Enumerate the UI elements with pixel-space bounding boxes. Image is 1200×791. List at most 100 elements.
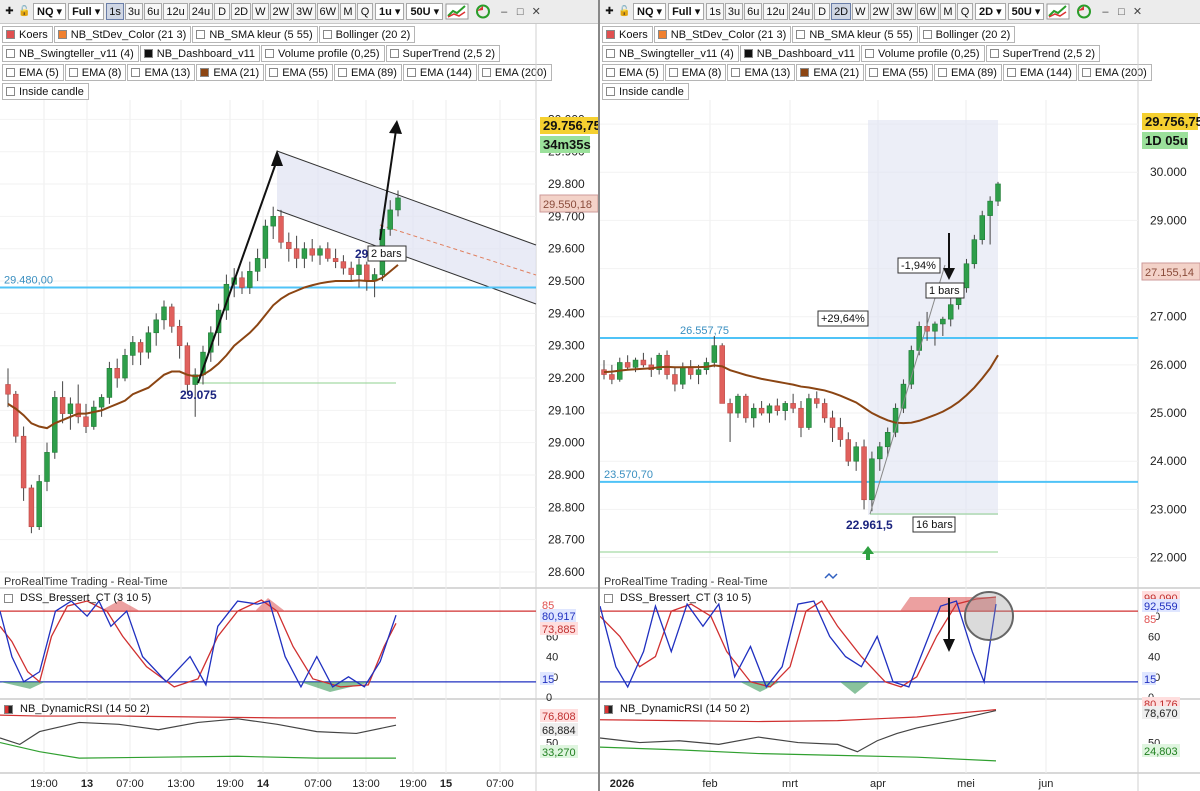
symbol-select[interactable]: NQ ▾ xyxy=(33,3,67,20)
timeframe-button-2w[interactable]: 2W xyxy=(869,3,893,20)
indicator-checkbox[interactable] xyxy=(606,87,615,96)
indicator-checkbox[interactable] xyxy=(57,30,67,39)
indicator-checkbox[interactable] xyxy=(938,68,948,77)
indicator-chip[interactable]: NB_Dashboard_v11 xyxy=(739,45,860,62)
dss-checkbox[interactable] xyxy=(604,593,613,603)
dss-checkbox[interactable] xyxy=(4,593,13,603)
indicator-checkbox[interactable] xyxy=(657,30,667,39)
indicator-chip[interactable]: EMA (5) xyxy=(2,64,64,81)
chart-style-icon[interactable] xyxy=(1046,3,1070,20)
indicator-checkbox[interactable] xyxy=(922,30,932,39)
maximize-icon[interactable]: □ xyxy=(516,5,524,18)
indicator-chip[interactable]: EMA (21) xyxy=(796,64,865,81)
indicator-checkbox[interactable] xyxy=(269,68,279,77)
timeframe-button-q[interactable]: Q xyxy=(957,3,974,20)
indicator-checkbox[interactable] xyxy=(989,49,999,58)
indicator-chip[interactable]: SuperTrend (2,5 2) xyxy=(985,45,1101,62)
indicator-chip[interactable]: Volume profile (0,25) xyxy=(261,45,385,62)
lock-icon[interactable]: 🔓 xyxy=(618,6,631,17)
indicator-checkbox[interactable] xyxy=(196,30,206,39)
timeframe-button-w[interactable]: W xyxy=(852,3,869,20)
refresh-icon[interactable] xyxy=(1072,3,1096,20)
rsi-checkbox[interactable] xyxy=(604,704,613,714)
indicator-chip[interactable]: Koers xyxy=(2,26,53,43)
indicator-checkbox[interactable] xyxy=(6,87,15,96)
right-chart-canvas[interactable]: 31.00030.00029.00028.00027.00026.00025.0… xyxy=(600,0,1200,791)
indicator-checkbox[interactable] xyxy=(6,30,15,39)
indicator-chip[interactable]: EMA (89) xyxy=(334,64,402,81)
timeframe-button-2d[interactable]: 2D xyxy=(831,3,852,20)
indicator-checkbox[interactable] xyxy=(800,68,810,77)
indicator-chip[interactable]: EMA (144) xyxy=(402,64,477,81)
timeframe-button-24u[interactable]: 24u xyxy=(188,3,214,20)
indicator-chip[interactable]: EMA (89) xyxy=(934,64,1002,81)
indicator-checkbox[interactable] xyxy=(143,49,153,58)
timeframe-button-3u[interactable]: 3u xyxy=(724,3,744,20)
symbol-select[interactable]: NQ ▾ xyxy=(633,3,667,20)
indicator-checkbox[interactable] xyxy=(1081,68,1091,77)
indicator-chip[interactable]: EMA (200) xyxy=(477,64,552,81)
close-icon[interactable]: ✕ xyxy=(1132,6,1143,18)
timeframe-button-1s[interactable]: 1s xyxy=(706,3,724,20)
panel-divider[interactable] xyxy=(598,0,600,791)
indicator-checkbox[interactable] xyxy=(131,68,141,77)
indicator-checkbox[interactable] xyxy=(606,68,615,77)
indicator-chip[interactable]: Inside candle xyxy=(602,83,689,100)
indicator-chip[interactable]: EMA (8) xyxy=(664,64,727,81)
indicator-chip[interactable]: NB_StDev_Color (21 3) xyxy=(53,26,192,43)
indicator-chip[interactable]: Koers xyxy=(602,26,653,43)
rsi-checkbox[interactable] xyxy=(4,704,13,714)
indicator-checkbox[interactable] xyxy=(265,49,274,58)
indicator-checkbox[interactable] xyxy=(6,68,15,77)
indicator-checkbox[interactable] xyxy=(322,30,332,39)
indicator-chip[interactable]: EMA (200) xyxy=(1077,64,1152,81)
indicator-chip[interactable]: NB_SMA kleur (5 55) xyxy=(792,26,918,43)
minimize-icon[interactable]: – xyxy=(501,5,508,18)
timeframe-button-2w[interactable]: 2W xyxy=(269,3,293,20)
indicator-checkbox[interactable] xyxy=(743,49,753,58)
indicator-checkbox[interactable] xyxy=(338,68,348,77)
lock-icon[interactable]: 🔓 xyxy=(18,6,31,17)
timeframe-button-w[interactable]: W xyxy=(252,3,269,20)
indicator-checkbox[interactable] xyxy=(668,68,678,77)
view-select[interactable]: Full ▾ xyxy=(68,3,105,20)
indicator-chip[interactable]: NB_SMA kleur (5 55) xyxy=(192,26,318,43)
indicator-chip[interactable]: NB_Dashboard_v11 xyxy=(139,45,260,62)
units-select[interactable]: 50U ▾ xyxy=(406,3,444,20)
indicator-chip[interactable]: EMA (13) xyxy=(127,64,196,81)
timeframe-button-6u[interactable]: 6u xyxy=(744,3,763,20)
indicator-chip[interactable]: Bollinger (20 2) xyxy=(318,26,416,43)
minimize-icon[interactable]: – xyxy=(1102,5,1109,18)
interval-select[interactable]: 2D ▾ xyxy=(975,3,1006,20)
indicator-checkbox[interactable] xyxy=(6,49,15,58)
indicator-checkbox[interactable] xyxy=(865,49,874,58)
timeframe-button-m[interactable]: M xyxy=(940,3,957,20)
indicator-chip[interactable]: EMA (55) xyxy=(865,64,934,81)
indicator-checkbox[interactable] xyxy=(869,68,879,77)
timeframe-button-3u[interactable]: 3u xyxy=(124,3,144,20)
indicator-checkbox[interactable] xyxy=(481,68,491,77)
timeframe-button-d[interactable]: D xyxy=(814,3,831,20)
timeframe-button-1s[interactable]: 1s xyxy=(106,3,124,20)
timeframe-button-q[interactable]: Q xyxy=(357,3,374,20)
indicator-checkbox[interactable] xyxy=(606,49,615,58)
timeframe-button-12u[interactable]: 12u xyxy=(763,3,788,20)
chart-style-icon[interactable] xyxy=(445,3,469,20)
maximize-icon[interactable]: □ xyxy=(1118,5,1125,18)
timeframe-button-3w[interactable]: 3W xyxy=(293,3,316,20)
indicator-checkbox[interactable] xyxy=(200,68,210,77)
timeframe-button-6w[interactable]: 6W xyxy=(916,3,940,20)
timeframe-button-24u[interactable]: 24u xyxy=(788,3,814,20)
timeframe-button-6w[interactable]: 6W xyxy=(316,3,340,20)
indicator-checkbox[interactable] xyxy=(1006,68,1016,77)
indicator-checkbox[interactable] xyxy=(796,30,806,39)
indicator-chip[interactable]: Volume profile (0,25) xyxy=(861,45,985,62)
units-select[interactable]: 50U ▾ xyxy=(1007,3,1045,20)
timeframe-button-m[interactable]: M xyxy=(340,3,357,20)
indicator-chip[interactable]: EMA (8) xyxy=(64,64,127,81)
timeframe-button-3w[interactable]: 3W xyxy=(893,3,916,20)
indicator-checkbox[interactable] xyxy=(731,68,741,77)
indicator-chip[interactable]: SuperTrend (2,5 2) xyxy=(385,45,501,62)
indicator-chip[interactable]: EMA (5) xyxy=(602,64,664,81)
indicator-chip[interactable]: NB_Swingteller_v11 (4) xyxy=(602,45,739,62)
